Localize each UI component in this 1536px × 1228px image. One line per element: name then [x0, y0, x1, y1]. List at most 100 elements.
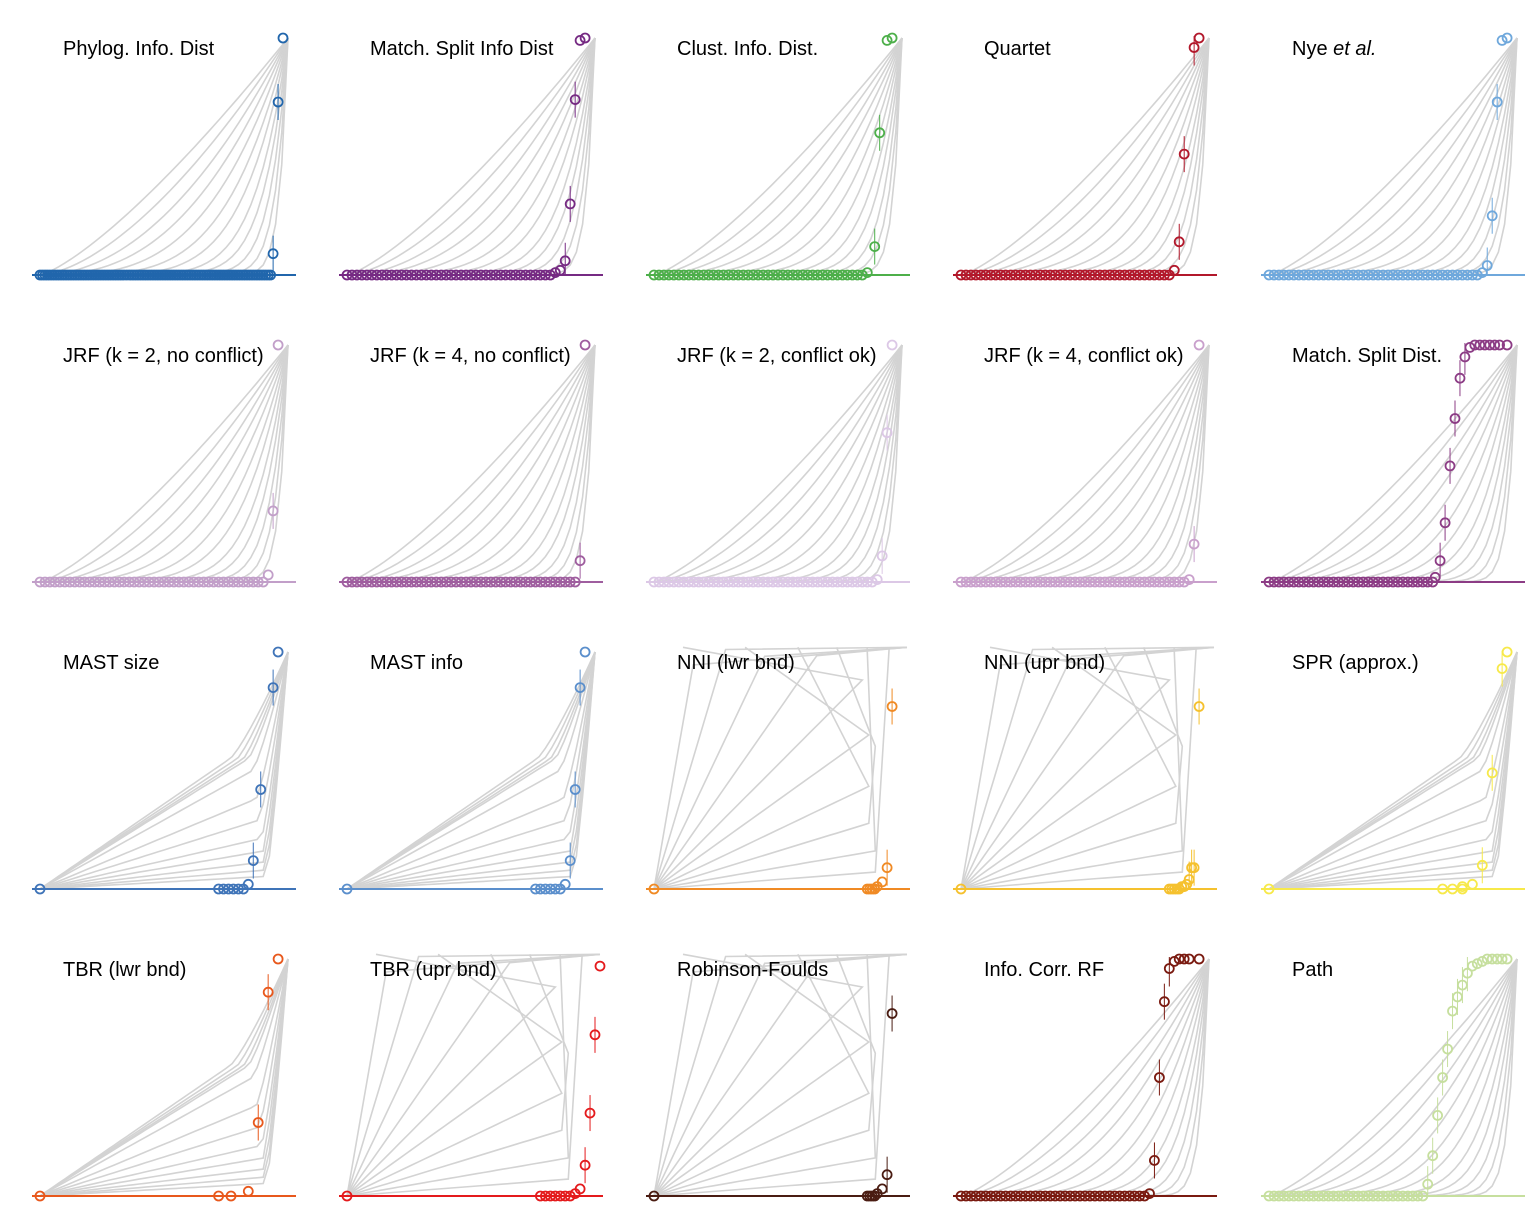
- data-point: [574, 35, 586, 46]
- reference-curve: [653, 646, 864, 890]
- reference-curve: [1268, 958, 1518, 1197]
- data-point: [252, 1117, 264, 1128]
- data-point: [1283, 269, 1295, 281]
- reference-curve: [653, 954, 877, 1197]
- data-point: [693, 576, 704, 588]
- data-point: [272, 339, 284, 351]
- data-point: [94, 576, 105, 588]
- reference-curve: [1269, 37, 1518, 276]
- data-point: [1442, 1043, 1454, 1055]
- reference-curve: [654, 344, 903, 583]
- data-point: [703, 269, 714, 281]
- reference-curve: [1268, 651, 1518, 890]
- data-point: [1010, 269, 1021, 281]
- data-point: [1456, 881, 1468, 893]
- reference-curve: [960, 344, 1210, 583]
- data-point: [708, 576, 719, 588]
- reference-curve: [39, 958, 289, 1197]
- data-point: [569, 576, 581, 588]
- data-point: [411, 576, 422, 588]
- reference-curve: [1268, 344, 1518, 583]
- data-point: [851, 269, 863, 281]
- data-point: [1193, 701, 1205, 712]
- data-point: [272, 953, 284, 965]
- data-point: [1124, 576, 1136, 588]
- chart-title: Robinson-Foulds: [677, 959, 829, 981]
- reference-curve: [960, 958, 1210, 1197]
- reference-curve: [39, 37, 289, 276]
- reference-curve: [960, 647, 1197, 890]
- reference-curve: [346, 953, 601, 1197]
- data-point: [227, 883, 239, 895]
- reference-curve: [653, 646, 908, 890]
- data-point: [1313, 1190, 1324, 1202]
- chart-title: Path: [1292, 959, 1334, 981]
- reference-curve: [653, 37, 903, 276]
- reference-curve: [39, 651, 289, 890]
- reference-curve: [39, 651, 289, 890]
- reference-curve: [1268, 37, 1518, 276]
- data-point: [678, 269, 690, 281]
- data-point: [797, 576, 809, 588]
- data-point: [869, 883, 881, 895]
- data-point: [1402, 1190, 1414, 1202]
- data-point: [495, 269, 507, 281]
- data-point: [485, 576, 497, 588]
- data-point: [574, 555, 586, 567]
- data-point: [168, 576, 180, 588]
- data-point: [1288, 1190, 1300, 1202]
- data-point: [257, 576, 269, 588]
- chart-panel: JRF (k = 4, conflict ok): [953, 339, 1217, 588]
- chart-svg: [339, 646, 603, 895]
- reference-curve: [960, 646, 1171, 890]
- chart-svg: [646, 339, 910, 588]
- data-point: [544, 576, 556, 588]
- data-point: [1114, 1190, 1126, 1202]
- chart-panel: Quartet: [953, 32, 1217, 281]
- data-point: [421, 576, 432, 588]
- reference-curve: [960, 37, 1210, 276]
- data-point: [861, 576, 873, 588]
- data-point: [1020, 576, 1031, 588]
- chart-title: JRF (k = 2, no conflict): [63, 345, 264, 367]
- data-point: [985, 576, 997, 588]
- data-point: [1461, 269, 1473, 281]
- data-point: [277, 32, 289, 44]
- data-point: [1193, 953, 1205, 965]
- data-point: [1188, 862, 1200, 874]
- data-point: [559, 1190, 571, 1202]
- data-point: [579, 1159, 591, 1171]
- data-point: [874, 127, 886, 139]
- data-point: [564, 198, 576, 210]
- reference-curve: [346, 954, 570, 1197]
- data-point: [703, 576, 714, 588]
- chart-svg: [32, 646, 296, 895]
- data-point: [416, 576, 427, 588]
- data-point: [762, 576, 774, 588]
- data-point: [1372, 269, 1384, 281]
- reference-curve: [346, 953, 601, 1197]
- data-point: [732, 269, 744, 281]
- data-point: [1178, 148, 1190, 160]
- data-point: [227, 576, 239, 588]
- chart-title: Quartet: [984, 38, 1051, 60]
- data-point: [515, 269, 527, 281]
- data-point: [500, 576, 512, 588]
- reference-curve: [653, 646, 871, 890]
- data-point: [99, 576, 110, 588]
- reference-curve: [346, 651, 596, 890]
- data-point: [1367, 269, 1379, 281]
- data-point: [1069, 576, 1081, 588]
- data-point: [1397, 269, 1409, 281]
- data-point: [1153, 1072, 1165, 1083]
- reference-curve: [960, 344, 1210, 583]
- data-point: [1094, 269, 1106, 281]
- reference-curve: [39, 651, 289, 890]
- data-point: [366, 576, 378, 588]
- data-point: [1059, 269, 1071, 281]
- reference-curve: [346, 37, 596, 276]
- data-point: [886, 701, 898, 712]
- data-point: [430, 269, 442, 281]
- data-point: [955, 883, 967, 895]
- reference-curve: [1268, 651, 1518, 890]
